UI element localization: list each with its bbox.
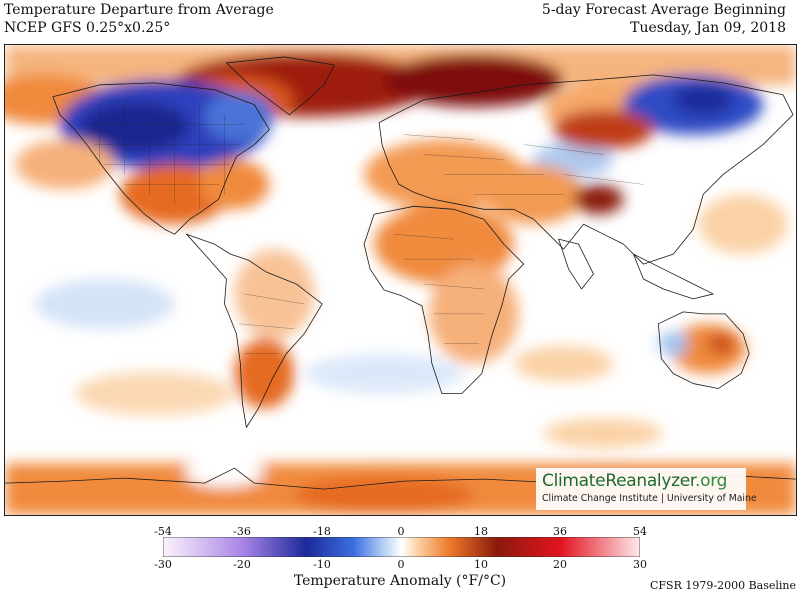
climate-reanalyzer-logo[interactable]: ClimateReanalyzer.org Climate Change Ins… [536, 468, 757, 510]
c-tick: 10 [474, 558, 488, 571]
map-header-left: Temperature Departure from Average NCEP … [4, 1, 274, 37]
world-anomaly-map [4, 44, 797, 516]
logo-subtitle: Climate Change Institute | University of… [542, 493, 757, 504]
f-tick: 54 [633, 525, 647, 538]
c-tick: -30 [154, 558, 172, 571]
c-tick: 0 [397, 558, 405, 571]
colorbar [163, 537, 640, 557]
map-title: Temperature Departure from Average [4, 2, 274, 18]
c-tick: 20 [553, 558, 567, 571]
c-tick: 30 [633, 558, 647, 571]
logo-name: ClimateReanalyzer [542, 471, 696, 491]
f-tick: 18 [474, 525, 488, 538]
c-tick: -20 [233, 558, 251, 571]
forecast-date: Tuesday, Jan 09, 2018 [630, 20, 786, 36]
f-tick: -36 [233, 525, 251, 538]
f-tick: 0 [397, 525, 405, 538]
logo-tld: .org [695, 471, 728, 491]
f-tick: -54 [154, 525, 172, 538]
colorbar-label: Temperature Anomaly (°F/°C) [293, 573, 507, 589]
map-header-right: 5-day Forecast Average Beginning Tuesday… [542, 1, 786, 37]
model-label: NCEP GFS 0.25°x0.25° [4, 20, 171, 36]
forecast-label: 5-day Forecast Average Beginning [541, 2, 786, 18]
f-tick: 36 [553, 525, 567, 538]
border-lines [89, 99, 644, 354]
c-tick: -10 [313, 558, 331, 571]
f-tick: -18 [313, 525, 331, 538]
baseline-note: CFSR 1979-2000 Baseline [650, 579, 796, 592]
